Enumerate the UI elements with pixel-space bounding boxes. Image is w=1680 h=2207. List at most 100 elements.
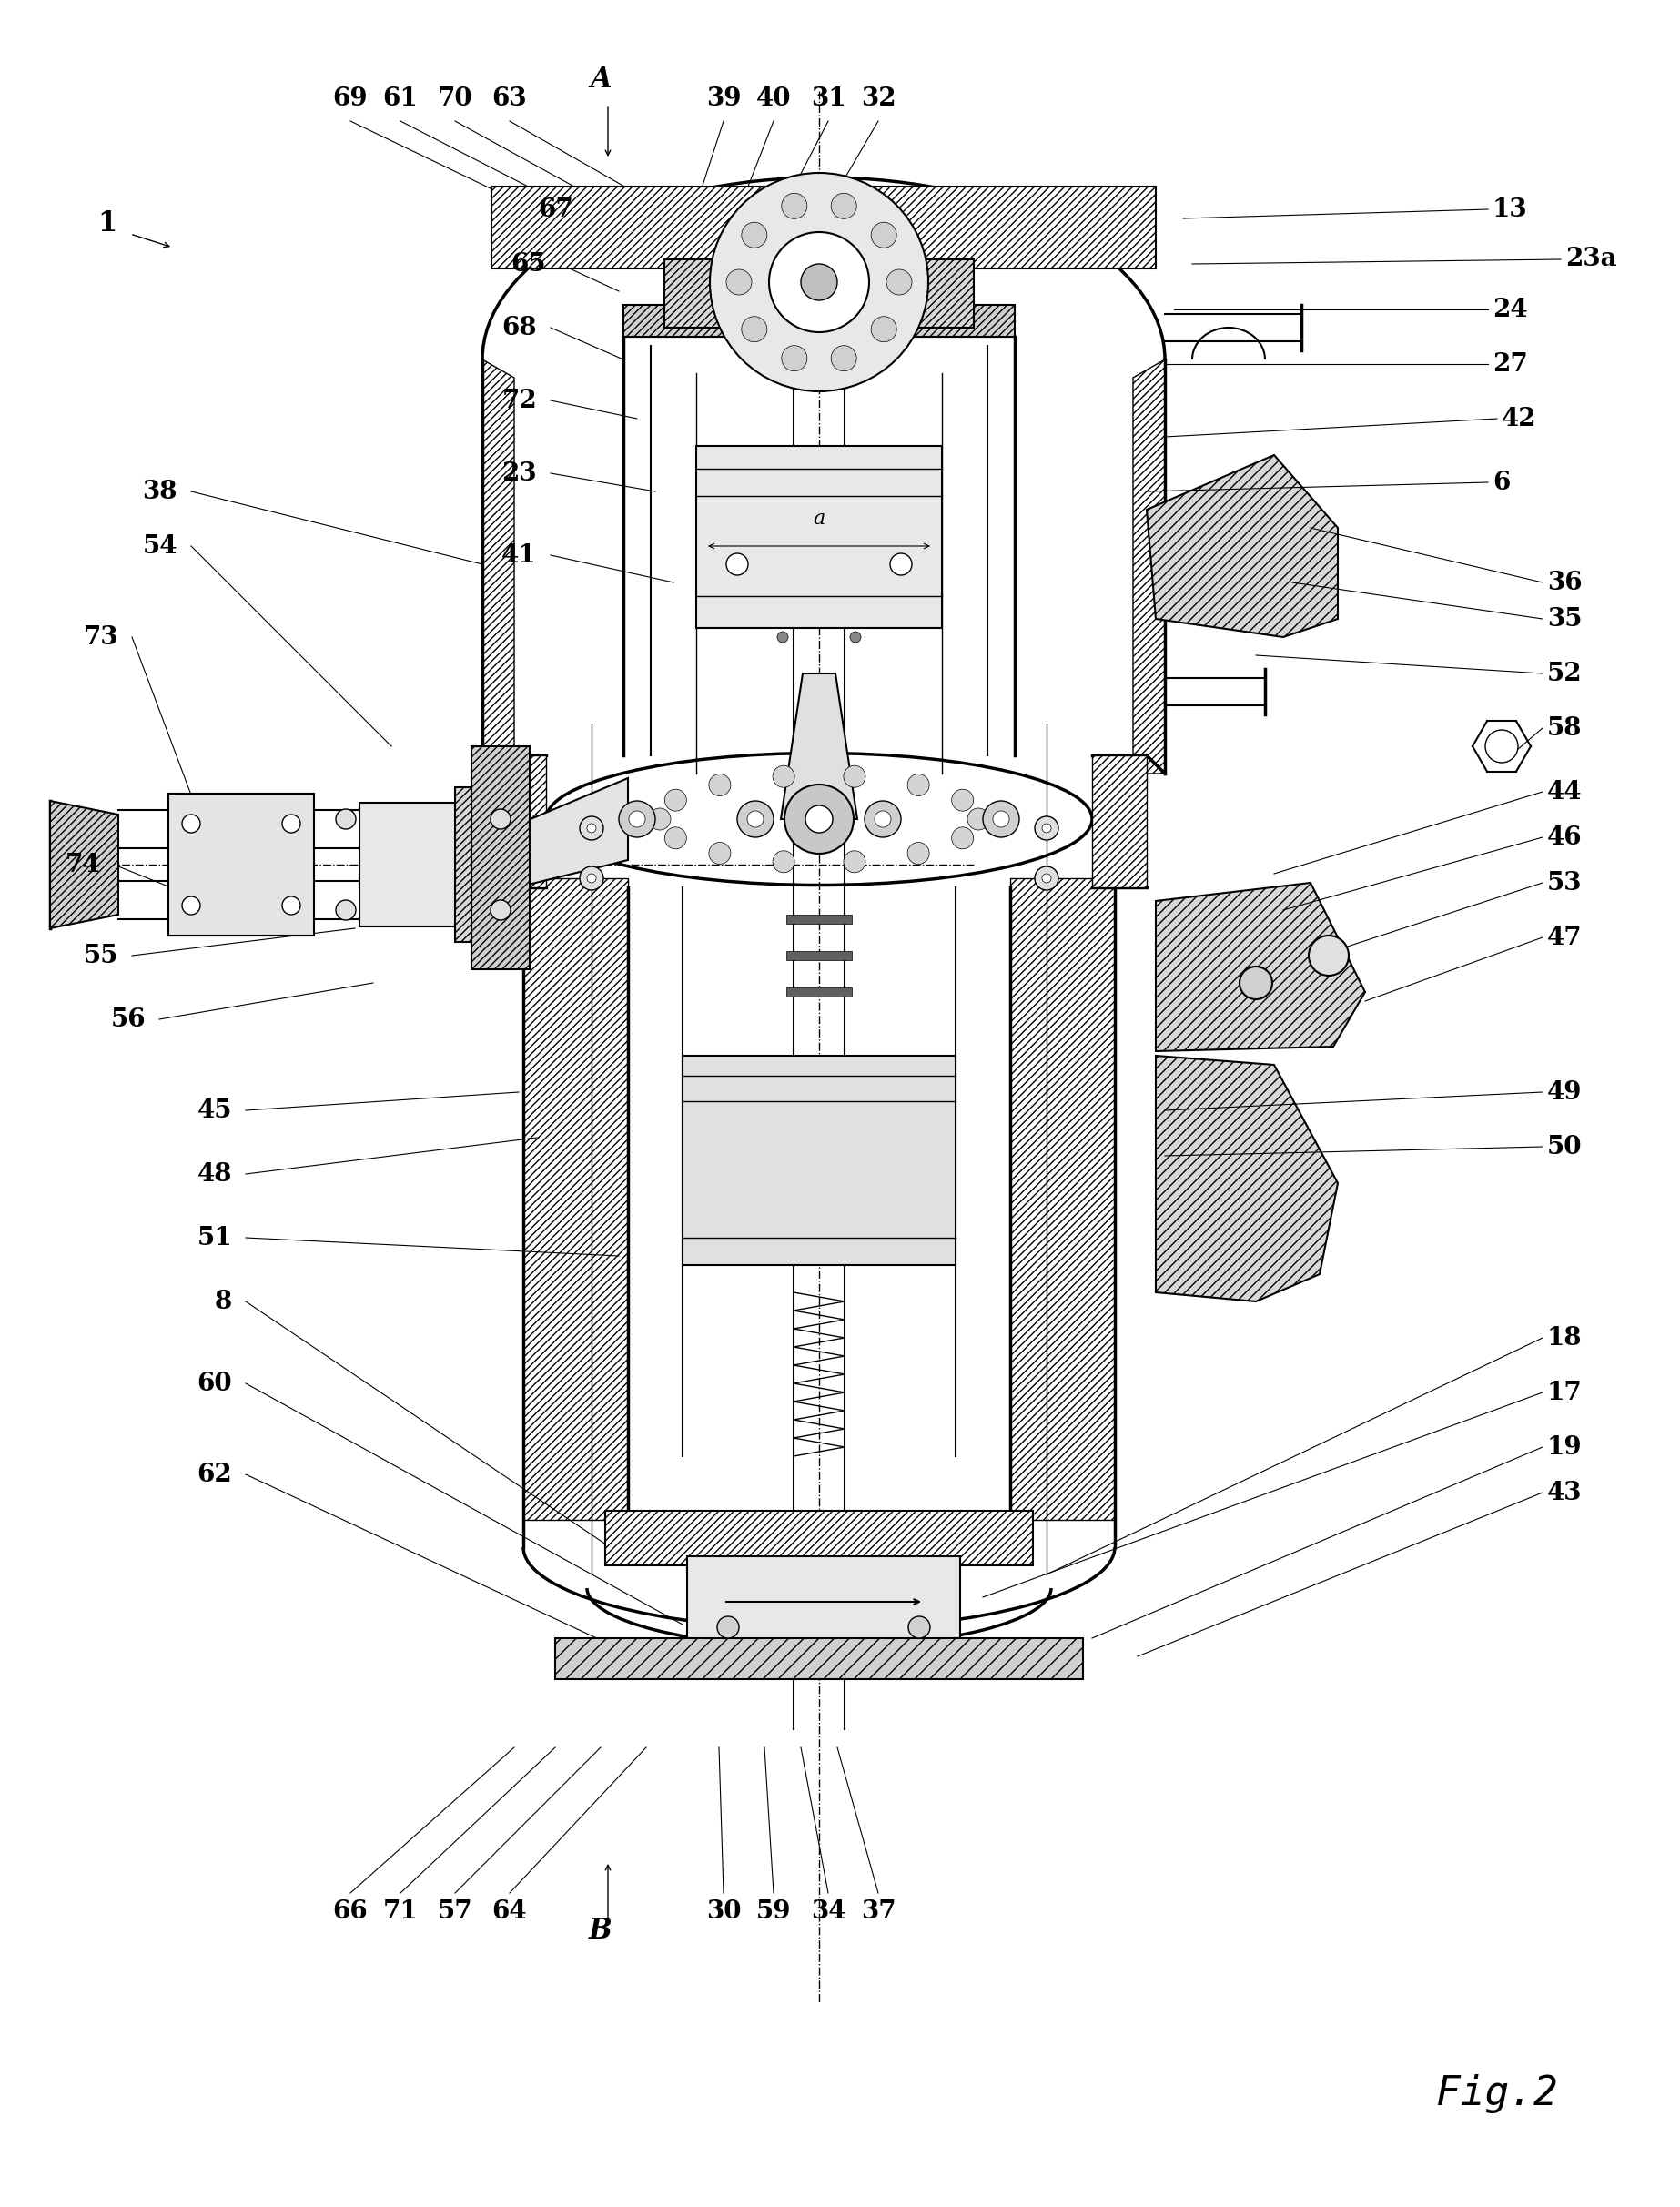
Circle shape	[865, 801, 900, 836]
Text: 30: 30	[706, 1898, 741, 1925]
Text: 53: 53	[1547, 870, 1583, 896]
Text: 37: 37	[860, 1898, 895, 1925]
Text: 57: 57	[437, 1898, 472, 1925]
Text: 68: 68	[502, 316, 538, 340]
Polygon shape	[522, 878, 628, 1521]
Circle shape	[843, 850, 865, 872]
Circle shape	[875, 810, 890, 828]
Text: 70: 70	[437, 86, 472, 110]
Bar	[786, 951, 852, 960]
Text: 74: 74	[66, 852, 101, 876]
Text: A: A	[590, 66, 612, 95]
Circle shape	[181, 896, 200, 914]
Circle shape	[872, 316, 897, 342]
Text: 67: 67	[538, 196, 573, 221]
Circle shape	[951, 790, 973, 810]
Circle shape	[887, 269, 912, 296]
Text: 54: 54	[143, 534, 178, 558]
Circle shape	[726, 554, 748, 576]
Bar	[786, 987, 852, 998]
Circle shape	[907, 775, 929, 797]
Circle shape	[1042, 823, 1052, 832]
Bar	[682, 1055, 956, 1265]
Circle shape	[628, 810, 645, 828]
Circle shape	[993, 810, 1010, 828]
Polygon shape	[1147, 455, 1337, 638]
Text: 44: 44	[1547, 779, 1583, 803]
Circle shape	[491, 810, 511, 830]
Polygon shape	[482, 360, 514, 775]
Circle shape	[805, 806, 833, 832]
Circle shape	[491, 900, 511, 920]
Text: 66: 66	[333, 1898, 368, 1925]
Circle shape	[1035, 867, 1058, 889]
Text: 59: 59	[756, 1898, 791, 1925]
Text: 36: 36	[1547, 569, 1583, 594]
Text: 60: 60	[197, 1371, 232, 1395]
Circle shape	[741, 316, 768, 342]
Text: B: B	[590, 1918, 613, 1944]
Circle shape	[785, 783, 853, 854]
Circle shape	[843, 766, 865, 788]
Polygon shape	[1156, 1055, 1337, 1302]
Text: 23: 23	[502, 461, 538, 486]
Text: 41: 41	[502, 543, 538, 567]
Text: 47: 47	[1547, 925, 1583, 949]
Text: 35: 35	[1547, 607, 1583, 631]
Text: a: a	[813, 510, 825, 530]
Text: 6: 6	[1492, 470, 1510, 494]
Circle shape	[665, 790, 687, 810]
Text: 51: 51	[197, 1225, 232, 1249]
Text: 42: 42	[1502, 406, 1537, 430]
Polygon shape	[781, 673, 857, 819]
Text: 19: 19	[1547, 1435, 1583, 1459]
Polygon shape	[1092, 755, 1147, 887]
Circle shape	[741, 223, 768, 247]
Circle shape	[907, 843, 929, 865]
Bar	[605, 1512, 1033, 1565]
Polygon shape	[1010, 878, 1116, 1521]
Text: 1: 1	[97, 210, 118, 236]
Text: 62: 62	[197, 1461, 232, 1488]
Text: 13: 13	[1492, 196, 1527, 221]
Text: 65: 65	[511, 252, 546, 276]
Text: 40: 40	[756, 86, 791, 110]
Polygon shape	[492, 779, 628, 894]
Circle shape	[951, 828, 973, 850]
Circle shape	[181, 814, 200, 832]
Text: 46: 46	[1547, 825, 1583, 850]
Polygon shape	[472, 746, 529, 969]
Text: 73: 73	[82, 625, 118, 649]
Text: 56: 56	[111, 1006, 146, 1031]
Circle shape	[665, 828, 687, 850]
Circle shape	[586, 823, 596, 832]
Text: Fig.2: Fig.2	[1436, 2075, 1557, 2112]
Circle shape	[1035, 817, 1058, 841]
Text: 8: 8	[215, 1289, 232, 1313]
Circle shape	[738, 801, 773, 836]
Circle shape	[769, 232, 869, 333]
Circle shape	[717, 1616, 739, 1638]
Text: 17: 17	[1547, 1379, 1583, 1404]
Text: 43: 43	[1547, 1481, 1583, 1505]
Text: 38: 38	[143, 479, 178, 503]
Circle shape	[909, 1616, 931, 1638]
Bar	[623, 305, 1015, 338]
Circle shape	[832, 346, 857, 371]
Text: 27: 27	[1492, 351, 1527, 377]
Circle shape	[778, 631, 788, 642]
Polygon shape	[492, 188, 1156, 269]
Text: 32: 32	[860, 86, 895, 110]
Text: 64: 64	[492, 1898, 528, 1925]
Text: 48: 48	[197, 1161, 232, 1187]
Circle shape	[336, 810, 356, 830]
Text: 69: 69	[333, 86, 368, 110]
Polygon shape	[50, 801, 118, 929]
Circle shape	[872, 223, 897, 247]
Bar	[786, 914, 852, 925]
Bar	[168, 795, 314, 936]
Text: 58: 58	[1547, 715, 1583, 739]
Circle shape	[709, 843, 731, 865]
Circle shape	[968, 808, 990, 830]
Circle shape	[580, 817, 603, 841]
